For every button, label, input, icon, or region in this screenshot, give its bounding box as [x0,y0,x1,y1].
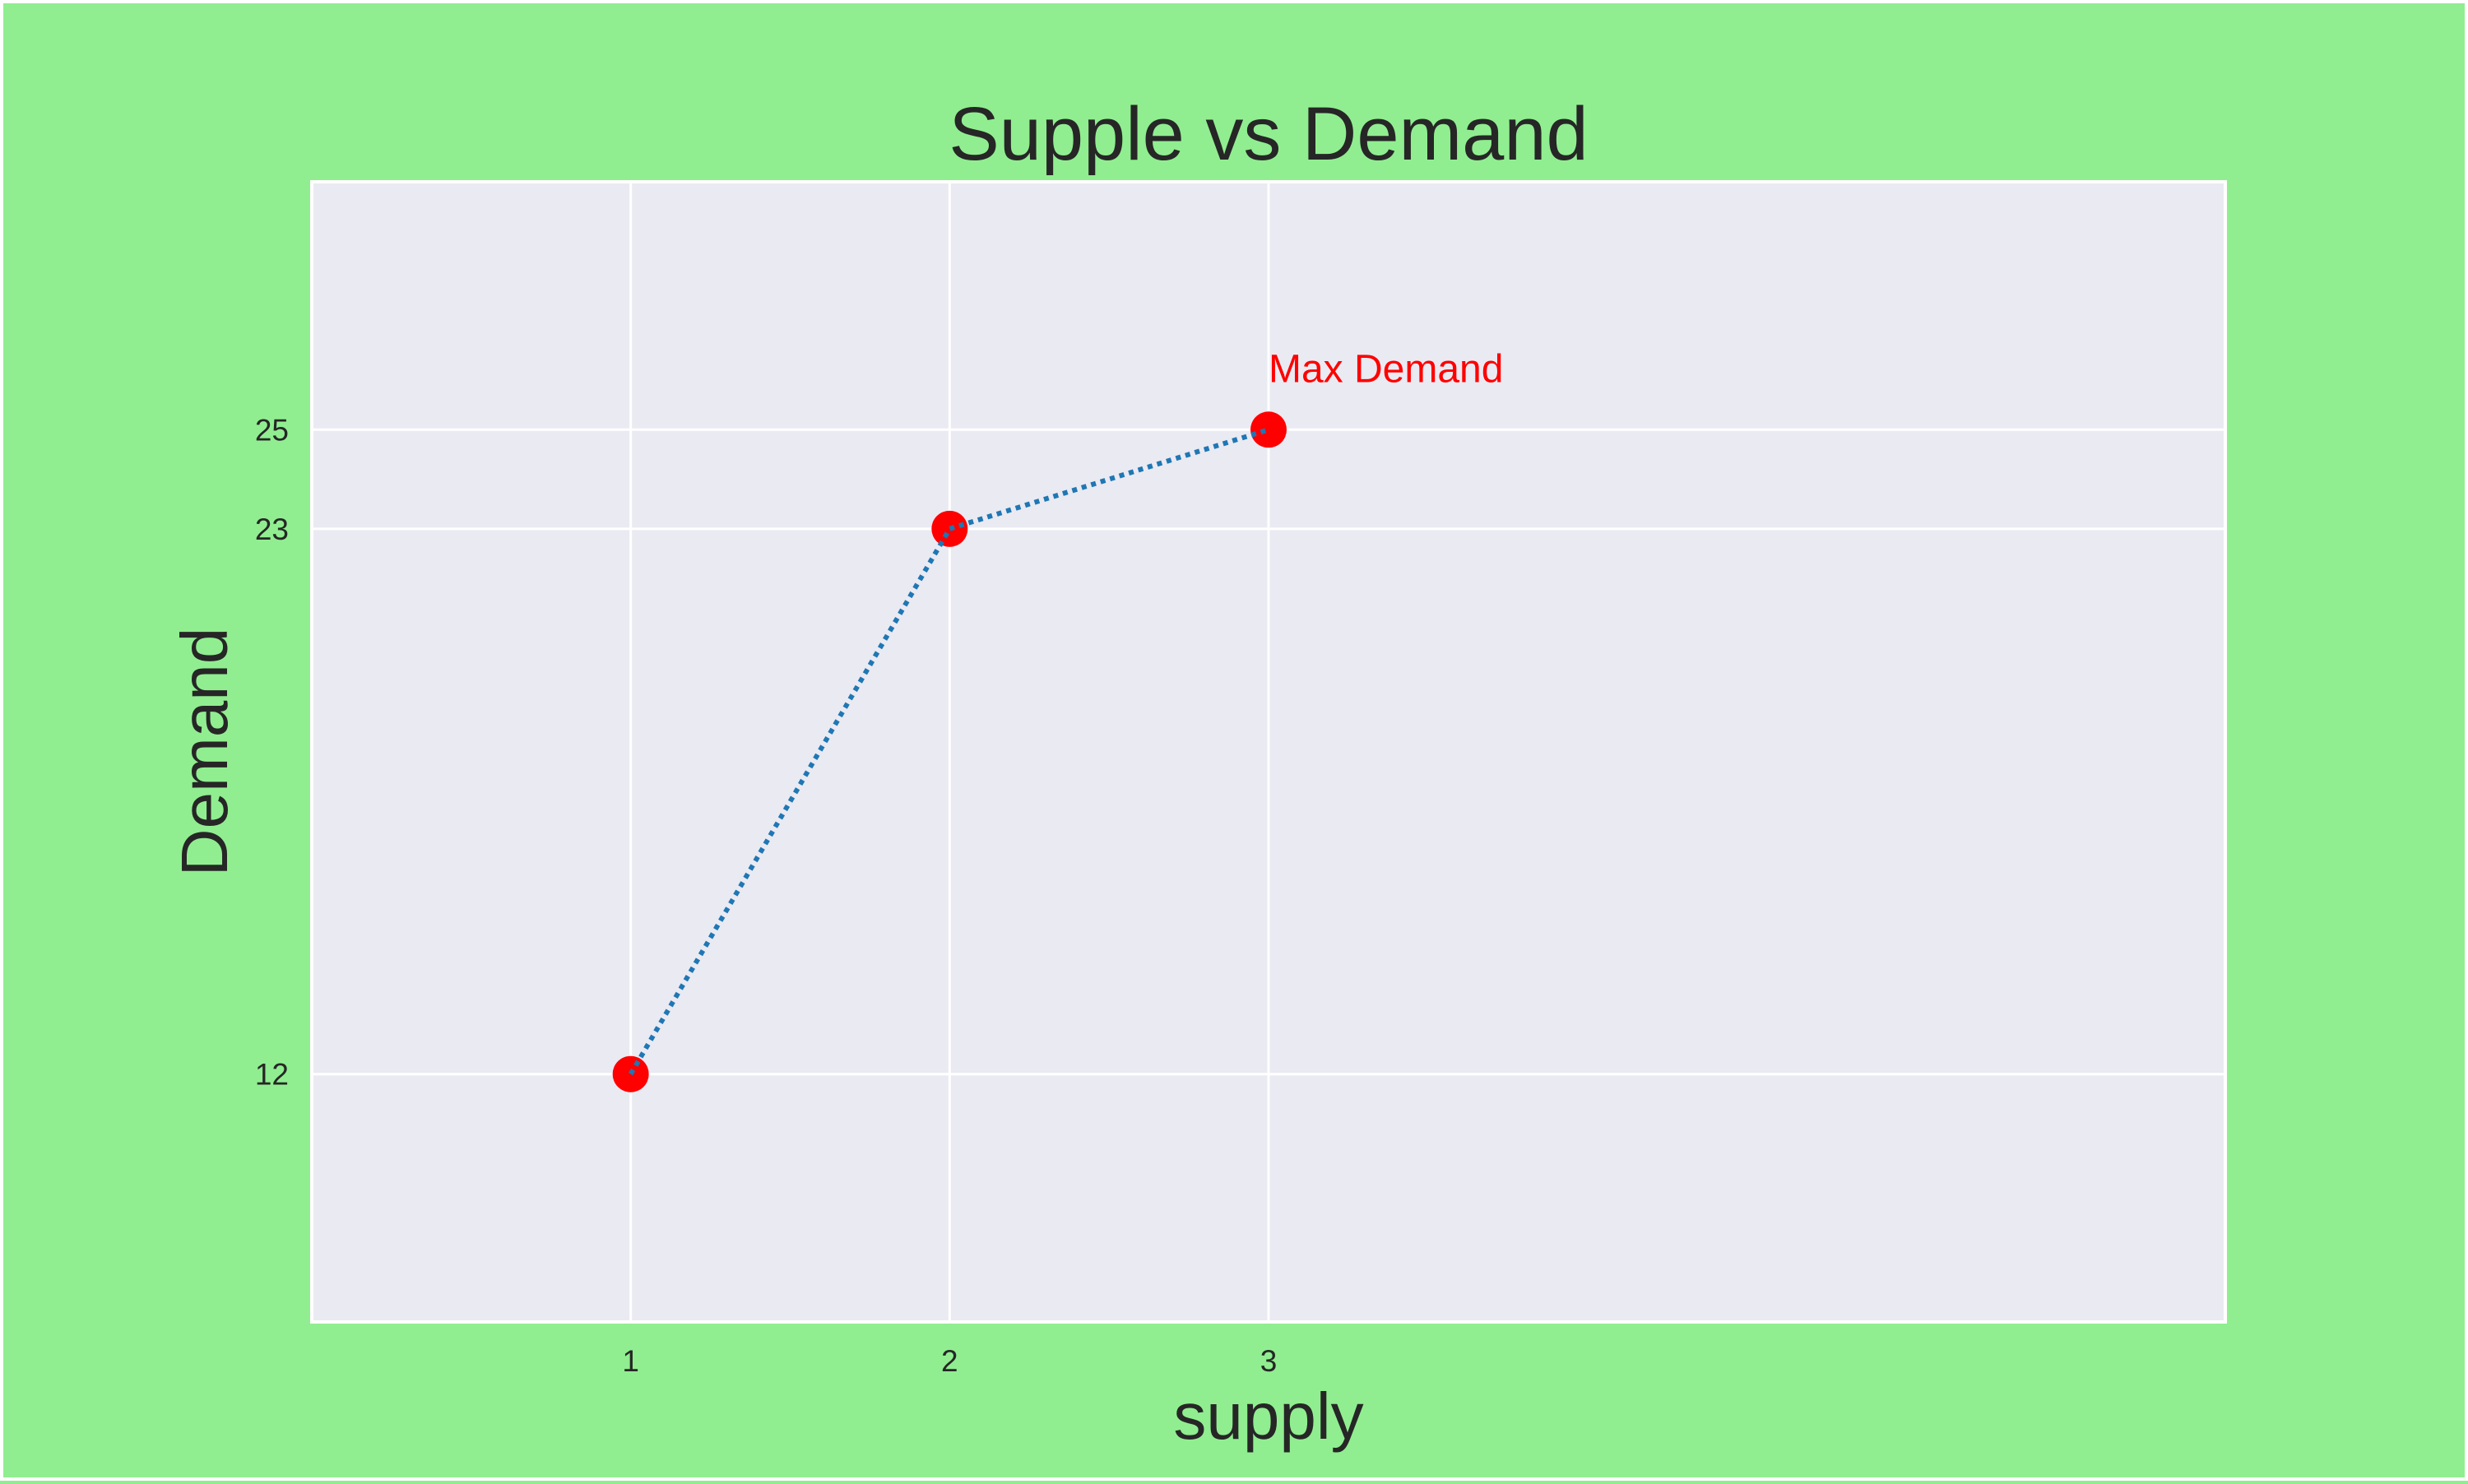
data-point [1250,411,1287,448]
data-point [931,510,968,547]
x-tick-label: 2 [941,1344,958,1378]
series-line [629,427,1269,1076]
y-axis-label: Demand [168,628,241,876]
max-demand-annotation: Max Demand [1269,347,1503,391]
x-tick-label: 3 [1260,1344,1278,1378]
data-series [612,411,1287,1092]
x-tick-label: 1 [622,1344,639,1378]
x-axis-label: supply [1173,1380,1363,1453]
y-tick-label: 25 [255,413,289,447]
chart-title: Supple vs Demand [949,92,1588,176]
annotations: Max Demand [1269,347,1503,391]
y-tick-label: 23 [255,512,289,546]
y-tick-label: 12 [255,1058,289,1092]
